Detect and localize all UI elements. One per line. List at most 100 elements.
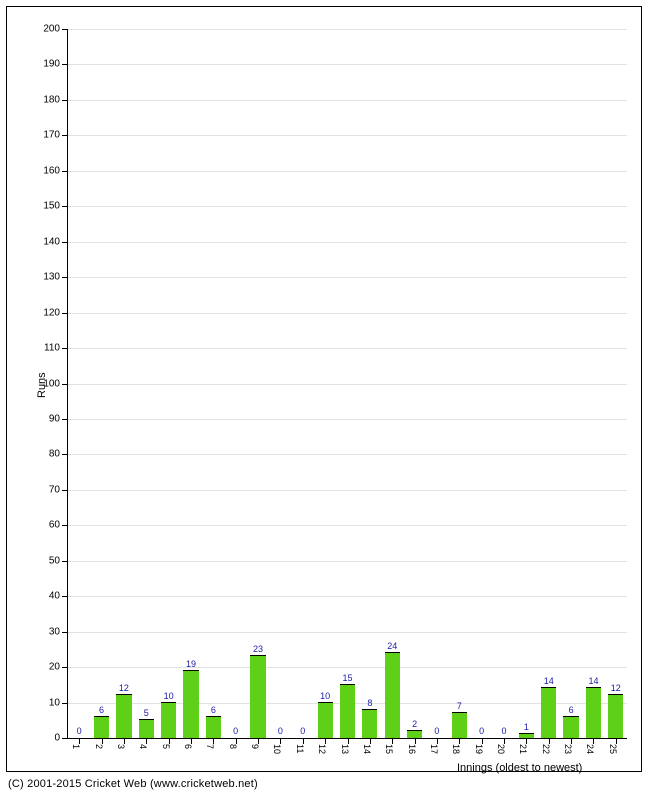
- y-tick: [62, 738, 68, 739]
- bar: [362, 709, 377, 738]
- x-tick-label: 2: [94, 744, 104, 749]
- y-tick-label: 180: [43, 94, 60, 105]
- y-tick: [62, 703, 68, 704]
- y-tick: [62, 64, 68, 65]
- x-tick-label: 18: [451, 744, 461, 754]
- y-tick: [62, 384, 68, 385]
- y-tick-label: 70: [49, 484, 60, 495]
- y-tick-label: 120: [43, 307, 60, 318]
- grid-line: [68, 525, 627, 526]
- grid-line: [68, 454, 627, 455]
- x-tick-label: 6: [183, 744, 193, 749]
- grid-line: [68, 135, 627, 136]
- y-tick-label: 100: [43, 378, 60, 389]
- bar-value-label: 0: [502, 726, 507, 736]
- bar: [94, 716, 109, 738]
- bar-value-label: 12: [119, 683, 129, 693]
- x-tick-label: 22: [541, 744, 551, 754]
- y-tick-label: 150: [43, 201, 60, 212]
- x-tick-label: 13: [340, 744, 350, 754]
- bar-value-label: 7: [457, 701, 462, 711]
- bar-value-label: 0: [278, 726, 283, 736]
- grid-line: [68, 561, 627, 562]
- bar: [161, 702, 176, 738]
- x-tick-label: 7: [205, 744, 215, 749]
- y-tick: [62, 29, 68, 30]
- grid-line: [68, 64, 627, 65]
- x-tick-label: 19: [474, 744, 484, 754]
- bar-value-label: 14: [544, 676, 554, 686]
- bar-value-label: 1: [524, 722, 529, 732]
- bar-value-label: 8: [367, 698, 372, 708]
- grid-line: [68, 313, 627, 314]
- grid-line: [68, 277, 627, 278]
- y-tick-label: 190: [43, 59, 60, 70]
- x-tick-label: 5: [161, 744, 171, 749]
- grid-line: [68, 490, 627, 491]
- y-tick-label: 200: [43, 24, 60, 35]
- bar: [318, 702, 333, 738]
- y-tick-label: 80: [49, 449, 60, 460]
- grid-line: [68, 100, 627, 101]
- bar: [586, 687, 601, 738]
- bar-value-label: 24: [387, 641, 397, 651]
- x-tick-label: 23: [563, 744, 573, 754]
- bar: [563, 716, 578, 738]
- x-tick-label: 4: [138, 744, 148, 749]
- bar-value-label: 6: [99, 705, 104, 715]
- bar-value-label: 6: [569, 705, 574, 715]
- chart-frame: Runs Innings (oldest to newest) 01020304…: [6, 6, 642, 772]
- y-tick-label: 170: [43, 130, 60, 141]
- x-tick-label: 20: [496, 744, 506, 754]
- y-tick-label: 10: [49, 697, 60, 708]
- y-tick: [62, 313, 68, 314]
- y-tick: [62, 525, 68, 526]
- grid-line: [68, 348, 627, 349]
- x-tick-label: 9: [250, 744, 260, 749]
- page: Runs Innings (oldest to newest) 01020304…: [0, 0, 650, 800]
- bar-value-label: 15: [342, 673, 352, 683]
- grid-line: [68, 242, 627, 243]
- bar-value-label: 12: [611, 683, 621, 693]
- x-tick-label: 16: [407, 744, 417, 754]
- bar-value-label: 10: [164, 691, 174, 701]
- bar-value-label: 10: [320, 691, 330, 701]
- bar-value-label: 0: [300, 726, 305, 736]
- y-tick: [62, 277, 68, 278]
- y-tick-label: 160: [43, 165, 60, 176]
- bar-value-label: 0: [434, 726, 439, 736]
- y-tick-label: 50: [49, 555, 60, 566]
- bar-value-label: 0: [479, 726, 484, 736]
- grid-line: [68, 384, 627, 385]
- y-tick: [62, 454, 68, 455]
- bar: [340, 684, 355, 738]
- x-tick-label: 8: [228, 744, 238, 749]
- y-tick: [62, 596, 68, 597]
- x-tick-label: 11: [295, 744, 305, 753]
- bar-value-label: 5: [144, 708, 149, 718]
- bar-value-label: 23: [253, 644, 263, 654]
- y-tick: [62, 135, 68, 136]
- y-tick: [62, 348, 68, 349]
- bar: [452, 712, 467, 738]
- grid-line: [68, 632, 627, 633]
- bar: [183, 670, 198, 738]
- y-tick-label: 130: [43, 272, 60, 283]
- bar: [608, 694, 623, 738]
- bar-value-label: 14: [588, 676, 598, 686]
- x-tick-label: 25: [608, 744, 618, 754]
- x-tick-label: 17: [429, 744, 439, 754]
- grid-line: [68, 667, 627, 668]
- y-tick: [62, 632, 68, 633]
- y-tick: [62, 561, 68, 562]
- y-tick-label: 110: [44, 343, 60, 354]
- bar-value-label: 0: [233, 726, 238, 736]
- grid-line: [68, 596, 627, 597]
- plot-area: Runs Innings (oldest to newest) 01020304…: [67, 29, 627, 739]
- grid-line: [68, 29, 627, 30]
- bar-value-label: 6: [211, 705, 216, 715]
- y-tick: [62, 242, 68, 243]
- grid-line: [68, 171, 627, 172]
- x-tick-label: 24: [585, 744, 595, 754]
- bar: [250, 655, 265, 738]
